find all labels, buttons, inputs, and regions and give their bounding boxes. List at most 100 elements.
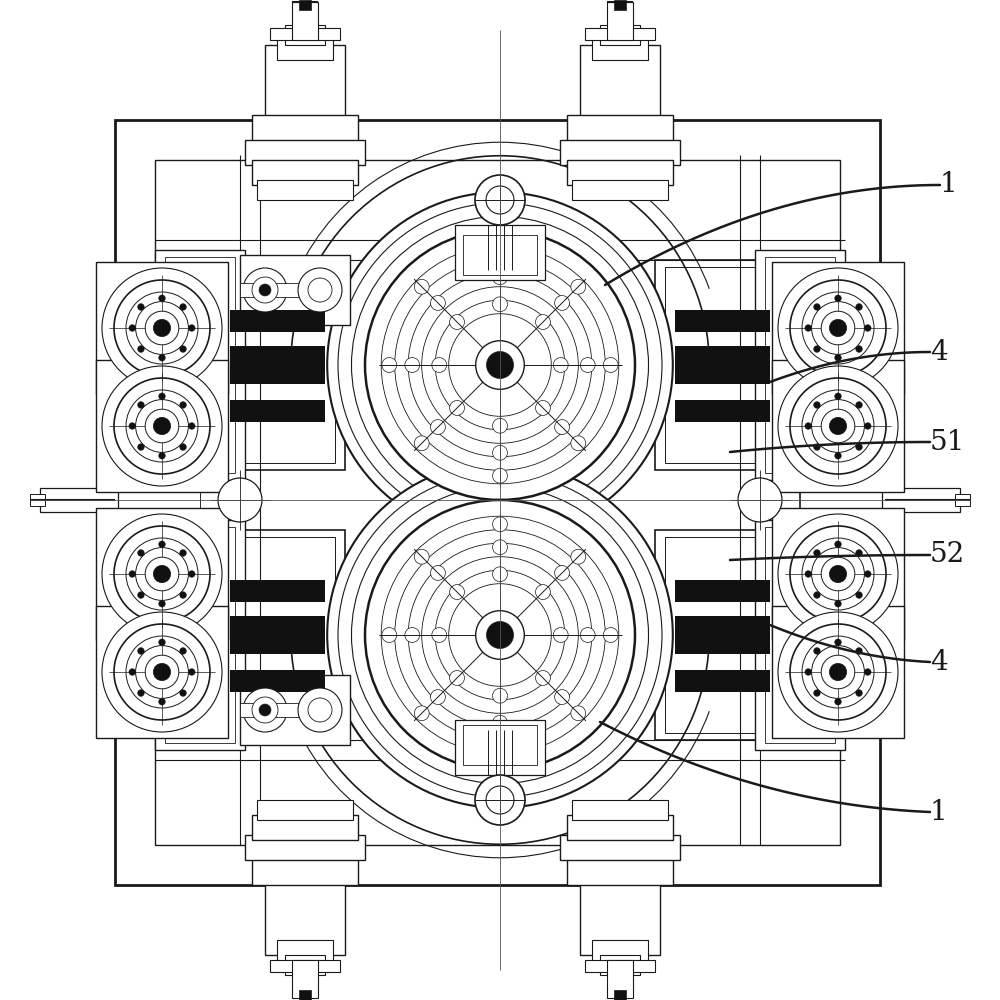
Circle shape <box>856 550 862 556</box>
Circle shape <box>493 517 507 532</box>
Circle shape <box>536 585 550 599</box>
Circle shape <box>856 690 862 696</box>
Circle shape <box>136 400 188 452</box>
Circle shape <box>298 268 342 312</box>
Circle shape <box>431 690 445 704</box>
Circle shape <box>114 280 210 376</box>
Bar <box>572 800 668 820</box>
Bar <box>592 35 648 60</box>
Circle shape <box>821 409 855 443</box>
Bar <box>252 160 358 185</box>
Bar <box>96 508 228 640</box>
Circle shape <box>180 304 186 310</box>
Bar <box>270 960 340 972</box>
Circle shape <box>476 341 524 389</box>
Circle shape <box>449 584 551 686</box>
Circle shape <box>864 571 871 577</box>
Bar <box>560 835 680 860</box>
Bar <box>765 257 835 473</box>
Bar <box>155 160 840 845</box>
Circle shape <box>327 192 673 538</box>
Bar <box>30 494 45 506</box>
Circle shape <box>829 663 847 681</box>
Bar <box>675 355 770 377</box>
Bar <box>607 960 633 998</box>
Circle shape <box>486 186 514 214</box>
Bar <box>585 28 655 40</box>
Circle shape <box>126 390 198 462</box>
Bar <box>115 310 200 690</box>
Circle shape <box>382 358 397 372</box>
Bar <box>755 520 845 750</box>
Circle shape <box>129 669 136 675</box>
Circle shape <box>864 669 871 675</box>
Bar <box>265 45 345 120</box>
Bar <box>772 508 904 640</box>
Bar <box>257 800 353 820</box>
Circle shape <box>738 478 782 522</box>
Circle shape <box>856 402 862 408</box>
Text: 1: 1 <box>940 172 958 198</box>
Circle shape <box>449 314 551 416</box>
Circle shape <box>138 550 144 556</box>
Circle shape <box>431 296 445 310</box>
Circle shape <box>395 260 605 470</box>
Circle shape <box>145 311 179 345</box>
Circle shape <box>555 566 569 580</box>
Bar <box>463 235 537 275</box>
Circle shape <box>352 487 648 784</box>
Circle shape <box>180 648 186 654</box>
Circle shape <box>159 354 165 361</box>
Circle shape <box>821 557 855 591</box>
Circle shape <box>571 279 586 294</box>
Bar <box>572 180 668 200</box>
Circle shape <box>159 639 165 646</box>
Circle shape <box>802 292 874 364</box>
Circle shape <box>553 358 568 372</box>
Circle shape <box>802 538 874 610</box>
Bar <box>230 310 325 332</box>
Bar <box>772 360 904 492</box>
Circle shape <box>790 378 886 474</box>
Bar <box>299 0 311 10</box>
Bar <box>285 955 325 975</box>
Circle shape <box>159 452 165 459</box>
Circle shape <box>435 300 565 430</box>
Circle shape <box>381 246 619 484</box>
Bar <box>245 140 365 165</box>
Circle shape <box>338 473 662 797</box>
Circle shape <box>856 444 862 450</box>
Circle shape <box>180 444 186 450</box>
Circle shape <box>327 462 673 808</box>
Bar <box>285 25 325 45</box>
Circle shape <box>536 401 550 415</box>
Circle shape <box>493 445 507 460</box>
Circle shape <box>114 378 210 474</box>
Text: 52: 52 <box>930 542 965 568</box>
Circle shape <box>475 175 525 225</box>
Circle shape <box>814 402 820 408</box>
Circle shape <box>571 706 586 721</box>
Circle shape <box>432 628 447 642</box>
Circle shape <box>188 571 195 577</box>
Bar <box>772 606 904 738</box>
Circle shape <box>405 358 420 372</box>
Circle shape <box>422 287 578 443</box>
Bar <box>665 267 805 463</box>
Circle shape <box>338 203 662 527</box>
Bar <box>185 530 345 740</box>
Circle shape <box>145 409 179 443</box>
Circle shape <box>129 325 136 331</box>
Circle shape <box>603 358 618 372</box>
Circle shape <box>431 420 445 434</box>
Bar <box>560 140 680 165</box>
Circle shape <box>580 358 595 372</box>
Circle shape <box>138 346 144 352</box>
Bar <box>755 250 845 480</box>
Bar <box>675 346 770 384</box>
Circle shape <box>243 268 287 312</box>
Circle shape <box>153 417 171 435</box>
Circle shape <box>493 688 507 703</box>
Bar <box>592 940 648 965</box>
Bar <box>600 25 640 45</box>
